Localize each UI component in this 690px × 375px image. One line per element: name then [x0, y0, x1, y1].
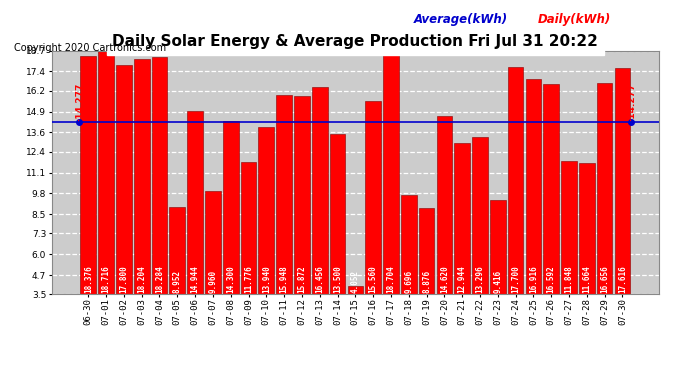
Text: 9.416: 9.416 — [493, 270, 502, 293]
Text: 9.696: 9.696 — [404, 270, 413, 293]
Text: Average(kWh): Average(kWh) — [414, 13, 508, 26]
Bar — [597, 83, 613, 294]
Text: 14.300: 14.300 — [226, 266, 235, 293]
Bar — [526, 79, 541, 294]
Bar — [365, 101, 381, 294]
Text: 15.948: 15.948 — [279, 266, 288, 293]
Bar — [544, 84, 559, 294]
Bar — [276, 95, 292, 294]
Bar — [330, 134, 346, 294]
Text: 14.620: 14.620 — [440, 266, 449, 293]
Bar — [472, 137, 488, 294]
Text: 4.052: 4.052 — [351, 270, 360, 293]
Text: 18.376: 18.376 — [83, 266, 92, 293]
Bar — [454, 143, 470, 294]
Title: Daily Solar Energy & Average Production Fri Jul 31 20:22: Daily Solar Energy & Average Production … — [112, 34, 598, 50]
Text: 13.296: 13.296 — [475, 266, 484, 293]
Bar — [437, 116, 452, 294]
Bar — [419, 208, 435, 294]
Bar — [259, 127, 274, 294]
Bar — [561, 160, 577, 294]
Text: 14.944: 14.944 — [190, 266, 199, 293]
Text: ·14.277: ·14.277 — [75, 82, 84, 121]
Bar — [116, 65, 132, 294]
Text: 16.592: 16.592 — [546, 266, 555, 293]
Bar — [490, 200, 506, 294]
Text: 11.664: 11.664 — [582, 266, 591, 293]
Text: 13.940: 13.940 — [262, 266, 270, 293]
Bar — [170, 207, 185, 294]
Text: 17.700: 17.700 — [511, 266, 520, 293]
Text: 16.916: 16.916 — [529, 266, 538, 293]
Text: 12.944: 12.944 — [457, 266, 466, 293]
Text: 9.960: 9.960 — [208, 270, 217, 293]
Text: 18.204: 18.204 — [137, 266, 146, 293]
Text: 8.952: 8.952 — [172, 270, 181, 293]
Text: Copyright 2020 Cartronics.com: Copyright 2020 Cartronics.com — [14, 43, 166, 53]
Bar — [241, 162, 257, 294]
Text: ·14.277: ·14.277 — [627, 82, 636, 121]
Text: 17.616: 17.616 — [618, 266, 627, 293]
Bar — [205, 191, 221, 294]
Text: 15.560: 15.560 — [368, 266, 377, 293]
Text: 11.848: 11.848 — [564, 266, 573, 293]
Bar — [348, 285, 363, 294]
Bar — [294, 96, 310, 294]
Text: Daily(kWh): Daily(kWh) — [538, 13, 611, 26]
Text: 13.500: 13.500 — [333, 266, 342, 293]
Text: 11.776: 11.776 — [244, 266, 253, 293]
Bar — [81, 56, 96, 294]
Bar — [152, 57, 167, 294]
Bar — [312, 87, 328, 294]
Text: 8.876: 8.876 — [422, 270, 431, 293]
Text: 16.456: 16.456 — [315, 266, 324, 293]
Bar — [223, 121, 239, 294]
Bar — [615, 68, 630, 294]
Text: 17.800: 17.800 — [119, 266, 128, 293]
Text: 18.704: 18.704 — [386, 266, 395, 293]
Bar — [401, 195, 417, 294]
Text: 15.872: 15.872 — [297, 266, 306, 293]
Bar — [134, 58, 150, 294]
Bar — [98, 50, 114, 294]
Bar — [508, 67, 524, 294]
Bar — [187, 111, 203, 294]
Text: 18.716: 18.716 — [101, 266, 110, 293]
Bar — [383, 51, 399, 294]
Bar — [579, 164, 595, 294]
Text: 18.284: 18.284 — [155, 266, 164, 293]
Text: 16.656: 16.656 — [600, 266, 609, 293]
